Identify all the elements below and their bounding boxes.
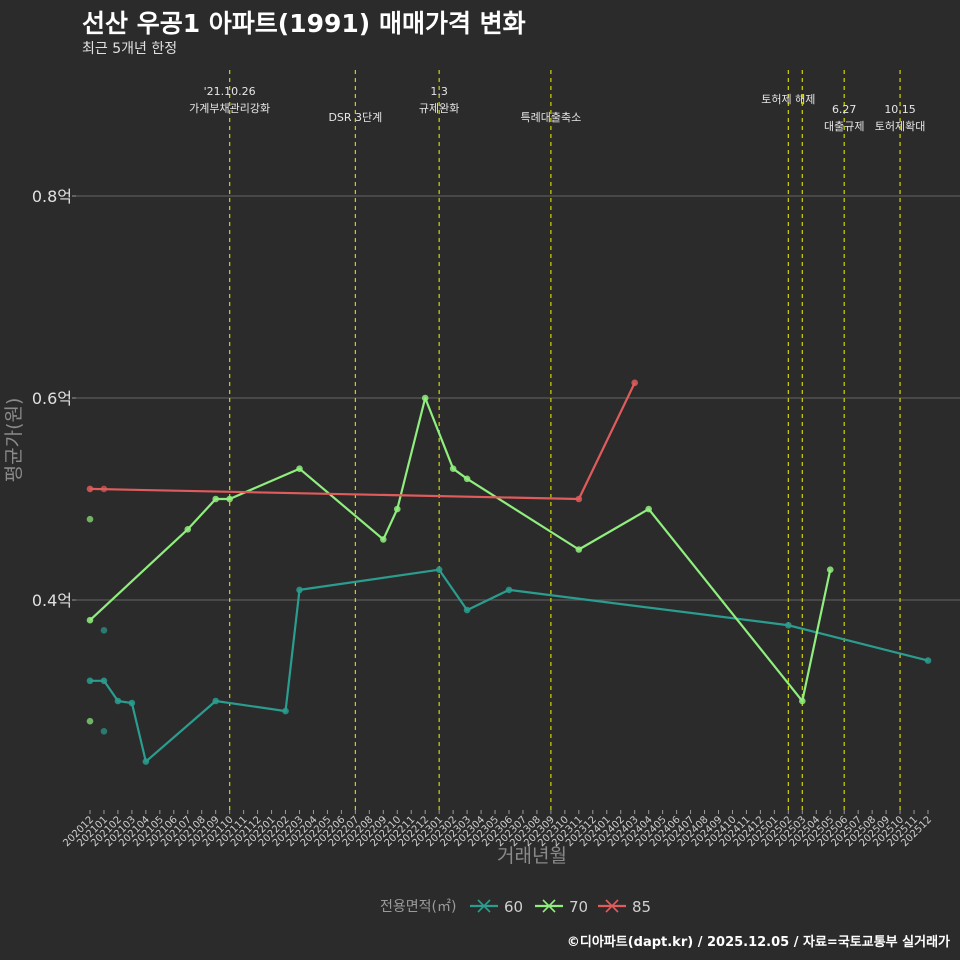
event-label: 대출규제 bbox=[824, 120, 864, 133]
event-label: 10.15 bbox=[884, 103, 916, 116]
x-axis-title: 거래년월 bbox=[497, 845, 567, 867]
legend-swatch-mark-85 bbox=[605, 899, 619, 913]
data-point-60 bbox=[128, 699, 136, 707]
scatter-point-60 bbox=[100, 627, 108, 634]
event-label: 1.3 bbox=[430, 85, 448, 98]
legend-title: 전용면적(㎡) bbox=[380, 899, 456, 915]
data-point-60 bbox=[114, 697, 122, 705]
data-point-70 bbox=[575, 546, 583, 553]
event-label: 가계부채관리강화 bbox=[189, 102, 270, 115]
legend-swatch-mark-70 bbox=[542, 899, 556, 913]
data-point-70 bbox=[380, 536, 387, 543]
series-line-85 bbox=[89, 382, 636, 501]
y-tick-label: 0.6억 bbox=[32, 389, 72, 408]
event-label: 토허제확대 bbox=[875, 120, 926, 133]
event-label: '21.10.26 bbox=[204, 85, 256, 98]
event-label: 토허제 해제 bbox=[761, 92, 815, 106]
data-point-60 bbox=[296, 586, 303, 594]
y-tick-label: 0.4억 bbox=[32, 591, 72, 610]
data-point-70 bbox=[645, 505, 652, 513]
legend-label-70: 70 bbox=[569, 898, 588, 916]
data-point-85 bbox=[631, 379, 638, 387]
source-caption: ©디아파트(dapt.kr) / 2025.12.05 / 자료=국토교통부 실… bbox=[566, 935, 950, 950]
event-label: 6.27 bbox=[832, 103, 857, 116]
series-line-70 bbox=[89, 396, 832, 703]
data-point-70 bbox=[463, 475, 471, 483]
data-point-70 bbox=[86, 616, 94, 624]
data-point-60 bbox=[86, 677, 94, 685]
event-label: DSR 3단계 bbox=[328, 111, 382, 124]
data-point-70 bbox=[449, 465, 457, 473]
data-point-60 bbox=[282, 707, 289, 715]
scatter-point-70 bbox=[86, 515, 94, 523]
scatter-point-70 bbox=[86, 717, 94, 725]
data-point-60 bbox=[212, 697, 219, 705]
data-point-60 bbox=[505, 586, 513, 594]
data-point-85 bbox=[86, 485, 94, 493]
data-point-60 bbox=[435, 566, 443, 573]
data-point-70 bbox=[212, 495, 219, 503]
y-axis-title: 평균가(원) bbox=[3, 398, 25, 483]
legend-label-85: 85 bbox=[632, 898, 651, 916]
y-tick-label: 0.8억 bbox=[32, 187, 72, 206]
data-point-70 bbox=[226, 495, 233, 503]
data-point-70 bbox=[826, 566, 834, 573]
legend-swatch-mark-60 bbox=[477, 899, 491, 913]
data-point-70 bbox=[799, 697, 806, 705]
data-point-60 bbox=[463, 606, 471, 614]
data-point-60 bbox=[100, 677, 108, 685]
scatter-point-60 bbox=[100, 728, 108, 735]
data-point-70 bbox=[184, 526, 192, 533]
scatter-point-85 bbox=[100, 485, 108, 493]
data-point-60 bbox=[924, 657, 932, 664]
event-label: 규제완화 bbox=[419, 102, 459, 115]
data-point-70 bbox=[296, 465, 303, 473]
chart-title: 선산 우공1 아파트(1991) 매매가격 변화 bbox=[82, 9, 526, 38]
data-point-70 bbox=[393, 505, 401, 513]
data-point-60 bbox=[142, 758, 150, 765]
data-point-85 bbox=[575, 495, 583, 503]
event-label: 특례대출축소 bbox=[521, 111, 582, 124]
legend-label-60: 60 bbox=[504, 898, 523, 916]
data-point-60 bbox=[785, 621, 792, 629]
chart-subtitle: 최근 5개년 한정 bbox=[82, 41, 178, 57]
data-point-70 bbox=[421, 394, 429, 402]
